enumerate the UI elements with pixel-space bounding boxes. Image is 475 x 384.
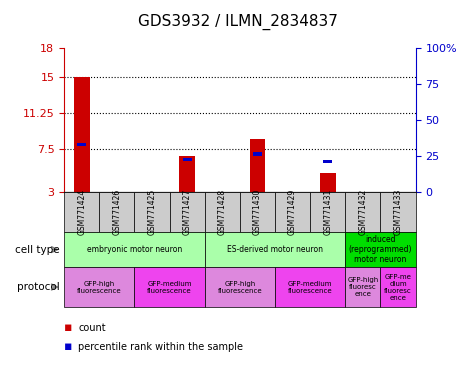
Bar: [253, 152, 262, 156]
Text: GSM771426: GSM771426: [113, 189, 121, 235]
Bar: [179, 156, 195, 192]
Bar: [74, 77, 90, 192]
Text: GSM771429: GSM771429: [288, 189, 297, 235]
Text: GSM771430: GSM771430: [253, 189, 262, 235]
Text: GFP-medium
fluorescence: GFP-medium fluorescence: [288, 281, 332, 293]
Bar: [323, 160, 332, 163]
Text: GSM771425: GSM771425: [148, 189, 156, 235]
Text: GSM771427: GSM771427: [183, 189, 191, 235]
Text: ES-derived motor neuron: ES-derived motor neuron: [227, 245, 323, 254]
Text: GFP-me
dium
fluoresc
ence: GFP-me dium fluoresc ence: [384, 273, 412, 301]
Bar: [183, 158, 191, 161]
Text: percentile rank within the sample: percentile rank within the sample: [78, 342, 243, 352]
Text: GFP-medium
fluorescence: GFP-medium fluorescence: [147, 281, 192, 293]
Bar: [77, 142, 86, 146]
Text: GDS3932 / ILMN_2834837: GDS3932 / ILMN_2834837: [138, 13, 337, 30]
Text: count: count: [78, 323, 106, 333]
Text: GFP-high
fluorescence: GFP-high fluorescence: [218, 281, 262, 293]
Text: GFP-high
fluorescence: GFP-high fluorescence: [77, 281, 122, 293]
Text: induced
(reprogrammed)
motor neuron: induced (reprogrammed) motor neuron: [349, 235, 412, 265]
Text: embryonic motor neuron: embryonic motor neuron: [87, 245, 182, 254]
Text: GSM771428: GSM771428: [218, 189, 227, 235]
Text: GSM771432: GSM771432: [359, 189, 367, 235]
Text: GSM771433: GSM771433: [394, 189, 402, 235]
Text: GFP-high
fluoresc
ence: GFP-high fluoresc ence: [347, 277, 379, 297]
Text: cell type: cell type: [15, 245, 59, 255]
Text: ▪: ▪: [64, 321, 73, 334]
Text: GSM771424: GSM771424: [77, 189, 86, 235]
Text: GSM771431: GSM771431: [323, 189, 332, 235]
Bar: [320, 173, 336, 192]
Text: ▪: ▪: [64, 340, 73, 353]
Bar: [249, 139, 266, 192]
Text: protocol: protocol: [17, 282, 59, 292]
